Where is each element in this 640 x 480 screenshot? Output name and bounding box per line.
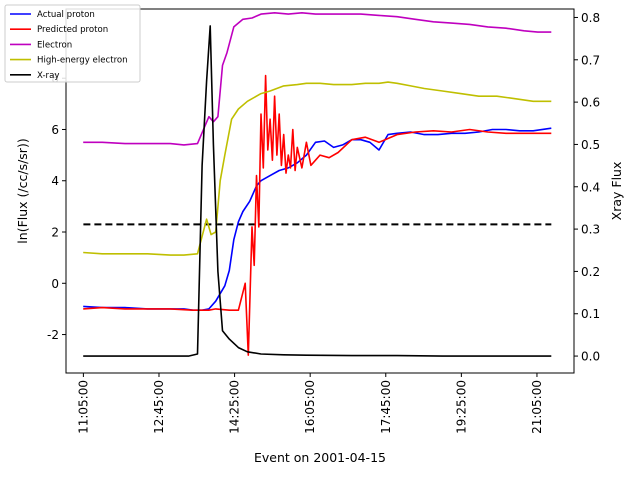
- plot-area: [66, 9, 574, 373]
- left-axis: -202468: [47, 72, 66, 342]
- left-axis-label: ln(Flux (/cc/s/sr)): [15, 138, 30, 243]
- legend-label: Actual proton: [37, 10, 95, 20]
- series-line-predicted-proton: [83, 74, 552, 356]
- right-tick-label: 0.7: [581, 53, 600, 67]
- x-axis-label: Event on 2001-04-15: [254, 450, 386, 465]
- right-tick-label: 0.1: [581, 307, 600, 321]
- series-line-x-ray: [83, 25, 552, 357]
- legend-label: Electron: [37, 40, 72, 50]
- x-tick-label: 19:25:00: [454, 380, 468, 434]
- x-tick-label: 17:45:00: [379, 380, 393, 434]
- left-tick-label: 2: [51, 226, 59, 240]
- x-tick-label: 14:25:00: [228, 380, 242, 434]
- right-tick-label: 0.4: [581, 180, 600, 194]
- right-tick-label: 0.5: [581, 138, 600, 152]
- legend-label: High-energy electron: [37, 56, 128, 66]
- right-tick-label: 0.6: [581, 96, 600, 110]
- right-tick-label: 0.0: [581, 350, 600, 364]
- right-tick-label: 0.8: [581, 11, 600, 25]
- series-line-high-energy-electron: [83, 81, 552, 256]
- x-axis: 11:05:00 12:45:00 14:25:00 16:05:00 17:45:00…: [76, 373, 544, 434]
- series-layer: [83, 12, 552, 357]
- legend-box: [4, 4, 141, 83]
- legend-label: X-ray: [37, 71, 59, 81]
- left-tick-label: 6: [51, 123, 59, 137]
- legend: Actual proton Predicted proton Electron Hig…: [4, 4, 141, 83]
- left-tick-label: -2: [47, 328, 59, 342]
- x-tick-label: 12:45:00: [152, 380, 166, 434]
- plot-frame: [65, 8, 575, 374]
- series-line-electron: [83, 12, 552, 146]
- left-tick-label: 0: [51, 277, 59, 291]
- x-tick-label: 21:05:00: [530, 380, 544, 434]
- x-tick-label: 16:05:00: [303, 380, 317, 434]
- right-axis: 0.0 0.1 0.2 0.3 0.4 0.5 0.6 0.7 0.8: [574, 11, 600, 364]
- left-tick-label: 4: [51, 174, 59, 188]
- right-tick-label: 0.3: [581, 223, 600, 237]
- right-tick-label: 0.2: [581, 265, 600, 279]
- right-axis-label: Xray Flux: [609, 162, 624, 221]
- legend-label: Predicted proton: [37, 25, 108, 35]
- x-tick-label: 11:05:00: [76, 380, 90, 434]
